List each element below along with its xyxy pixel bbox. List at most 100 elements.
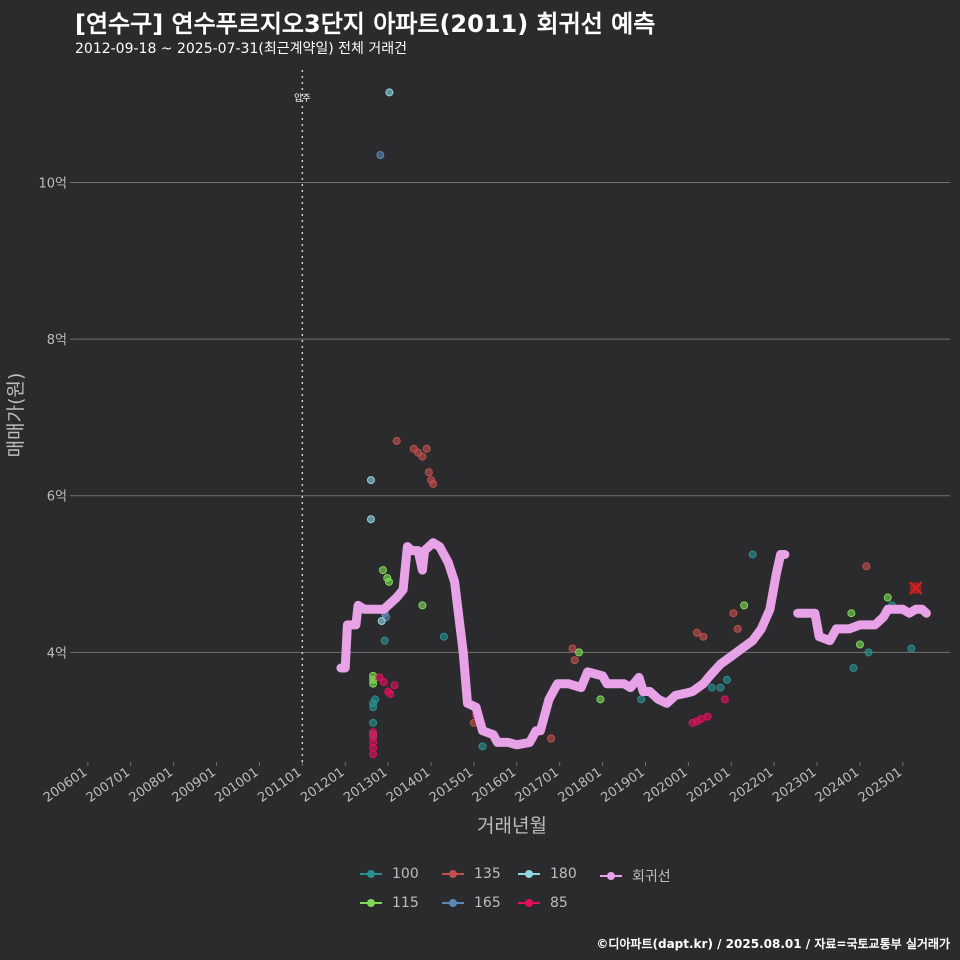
data-point-115: [847, 609, 856, 618]
latest-trade-cross: [908, 581, 923, 595]
data-point-180: [385, 88, 394, 97]
y-axis-label: 매매가(원): [5, 373, 27, 458]
legend-item-100: 100: [360, 866, 419, 882]
x-tick-label: 201001: [212, 765, 261, 806]
data-point-85: [379, 678, 388, 687]
legend-label: 회귀선: [632, 869, 671, 885]
x-tick-label: 201201: [298, 765, 347, 806]
data-point-165: [376, 151, 385, 160]
chart-subtitle: 2012-09-18 ~ 2025-07-31(최근계약일) 전체 거래건: [75, 41, 407, 57]
data-point-115: [855, 640, 864, 649]
data-point-135: [570, 656, 579, 665]
y-axis-ticks: 4억 6억 8억 10억: [38, 176, 75, 661]
data-point-100: [478, 742, 487, 751]
data-point-100: [439, 632, 448, 641]
data-point-115: [384, 577, 393, 586]
source-caption: ©디아파트(dapt.kr) / 2025.08.01 / 자료=국토교통부 실…: [596, 937, 950, 951]
data-point-100: [907, 644, 916, 653]
data-point-115: [378, 566, 387, 575]
data-point-100: [369, 718, 378, 727]
legend-label: 115: [392, 895, 419, 911]
data-point-100: [864, 648, 873, 657]
scatter-points: [366, 88, 916, 759]
regression-line: [336, 538, 931, 750]
legend-label: 135: [474, 866, 501, 882]
legend-item-115: 115: [360, 895, 419, 911]
x-tick-label: 200801: [127, 765, 176, 806]
x-tick-label: 200901: [170, 765, 219, 806]
data-point-100: [849, 664, 858, 673]
grid-lines: [75, 181, 950, 653]
data-point-85: [386, 689, 395, 698]
legend-label: 85: [550, 895, 568, 911]
x-tick-label: 201901: [598, 765, 647, 806]
x-tick-label: 201601: [470, 765, 519, 806]
data-point-135: [392, 436, 401, 445]
data-point-135: [422, 444, 431, 453]
move-in-marker: 입주: [294, 70, 311, 762]
data-point-115: [574, 648, 583, 657]
data-point-180: [377, 617, 386, 626]
data-point-100: [716, 683, 725, 692]
x-axis-ticks: 2006012007012008012009012010012011012012…: [41, 762, 905, 806]
x-tick-label: 202501: [856, 765, 905, 806]
legend-item-85: 85: [518, 895, 568, 911]
x-tick-label: 201401: [384, 765, 433, 806]
data-point-135: [733, 624, 742, 633]
chart-title: [연수구] 연수푸르지오3단지 아파트(2011) 회귀선 예측: [75, 10, 656, 38]
data-point-115: [369, 679, 378, 688]
legend-label: 165: [474, 895, 501, 911]
data-point-135: [547, 734, 556, 743]
data-point-135: [699, 632, 708, 641]
data-point-100: [722, 675, 731, 684]
x-tick-label: 200601: [41, 765, 90, 806]
x-tick-label: 201801: [556, 765, 605, 806]
x-tick-label: 202301: [770, 765, 819, 806]
data-point-85: [390, 681, 399, 690]
data-point-135: [568, 644, 577, 653]
data-point-100: [748, 550, 757, 559]
y-tick-label: 8억: [47, 333, 67, 348]
data-point-135: [729, 609, 738, 618]
legend-item-regression: 회귀선: [600, 866, 671, 886]
x-tick-label: 202001: [641, 765, 690, 806]
regression-segment: [336, 538, 790, 750]
legend-label: 180: [550, 866, 577, 882]
data-point-100: [371, 695, 380, 704]
y-tick-label: 10억: [38, 176, 67, 191]
data-point-135: [418, 452, 427, 461]
data-point-85: [720, 695, 729, 704]
data-point-115: [883, 593, 892, 602]
data-point-85: [369, 728, 378, 737]
x-tick-label: 201101: [255, 765, 304, 806]
legend-item-165: 165: [442, 895, 501, 911]
x-tick-label: 200701: [84, 765, 133, 806]
x-axis-label: 거래년월: [477, 815, 547, 837]
x-tick-label: 201301: [341, 765, 390, 806]
data-point-180: [366, 515, 375, 524]
y-tick-label: 4억: [47, 646, 67, 661]
legend-item-135: 135: [442, 866, 501, 882]
y-tick-label: 6억: [47, 490, 67, 505]
data-point-135: [692, 628, 701, 637]
x-tick-label: 202101: [684, 765, 733, 806]
data-point-100: [707, 683, 716, 692]
x-tick-label: 201501: [427, 765, 476, 806]
data-point-115: [596, 695, 605, 704]
data-point-135: [862, 562, 871, 571]
data-point-85: [703, 712, 712, 721]
data-point-100: [637, 695, 646, 704]
data-point-100: [380, 636, 389, 645]
move-in-label: 입주: [294, 92, 311, 104]
latest-trade-marker: [908, 581, 923, 595]
x-tick-label: 202401: [813, 765, 862, 806]
regression-segment: [793, 604, 931, 646]
data-point-135: [429, 479, 438, 488]
data-point-115: [740, 601, 749, 610]
data-point-115: [418, 601, 427, 610]
x-tick-label: 202201: [727, 765, 776, 806]
x-tick-label: 201701: [513, 765, 562, 806]
legend-item-180: 180: [518, 866, 577, 882]
data-point-135: [424, 468, 433, 477]
